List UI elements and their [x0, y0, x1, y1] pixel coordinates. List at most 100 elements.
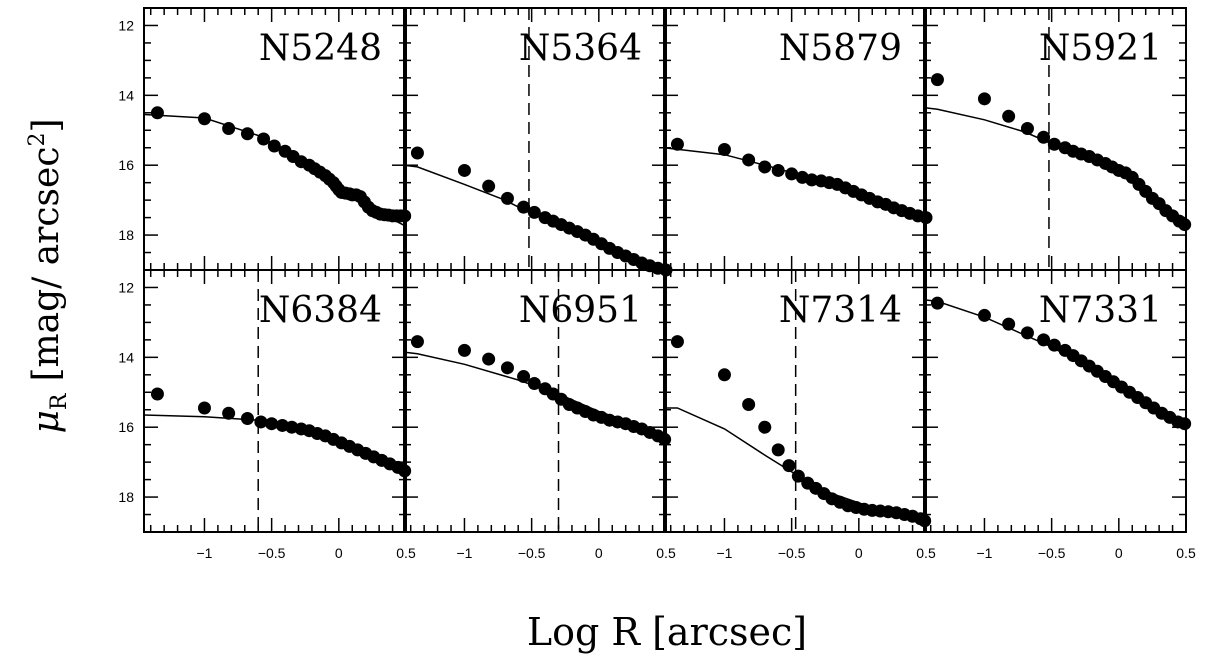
x-tick-label: −0.5 [258, 545, 286, 561]
data-point [222, 122, 236, 136]
panel-n5879: N5879 [663, 7, 933, 271]
data-point [758, 160, 772, 174]
data-point [1037, 333, 1051, 347]
panel-title: N5879 [779, 28, 902, 69]
data-point [482, 352, 496, 366]
data-point [791, 469, 805, 483]
y-tick-label: 18 [118, 489, 134, 505]
data-point [500, 361, 514, 375]
panels-group: 12 14 16 18 N5248 N5364 N5879 N5921 12 14 16 18 −1 −0… [118, 7, 1196, 561]
data-point [222, 406, 236, 420]
data-point [265, 417, 279, 431]
data-point [500, 191, 514, 205]
data-point [150, 387, 164, 401]
data-point [457, 163, 471, 177]
panel-n5364: N5364 [403, 7, 673, 277]
x-tick-label: −1 [976, 545, 992, 561]
panel-n7331: −1 −0.5 0 0.5 N7331 [923, 269, 1196, 561]
panel-frame [143, 269, 407, 533]
data-point [930, 296, 944, 310]
x-tick-label: 0.5 [1176, 545, 1196, 561]
data-point [482, 179, 496, 193]
data-point [1002, 317, 1016, 331]
data-point [257, 132, 271, 146]
data-point [410, 146, 424, 160]
y-axis-unit-superscript: 2 [25, 133, 50, 147]
data-point [517, 370, 531, 384]
y-tick-label: 14 [118, 87, 134, 103]
y-tick-label: 12 [118, 17, 134, 33]
panel-title: N6951 [519, 290, 642, 331]
data-point [670, 137, 684, 151]
data-point [150, 106, 164, 120]
y-tick-label: 12 [118, 279, 134, 295]
data-point [197, 112, 211, 126]
data-point [717, 142, 731, 156]
panel-n6951: −1 −0.5 0 0.5 N6951 [403, 269, 676, 561]
data-point [527, 205, 541, 219]
x-tick-label: 0.5 [396, 545, 416, 561]
data-point [527, 377, 541, 391]
data-point [805, 173, 819, 187]
data-point [977, 308, 991, 322]
data-point [670, 335, 684, 349]
y-tick-label: 18 [118, 227, 134, 243]
data-point [1047, 137, 1061, 151]
panel-title: N7314 [779, 290, 902, 331]
panel-n7314: −1 −0.5 0 0.5 N7314 [663, 269, 936, 561]
data-point [1002, 109, 1016, 123]
y-tick-label: 14 [118, 349, 134, 365]
x-axis-label: Log R [arcsec] [527, 610, 807, 654]
data-point [782, 459, 796, 473]
x-tick-label: 0.5 [916, 545, 936, 561]
data-point [1178, 417, 1192, 431]
panel-title: N5921 [1039, 28, 1162, 69]
x-tick-label: 0 [1115, 545, 1123, 561]
y-tick-label: 16 [118, 157, 134, 173]
y-axis-label: μR [mag/ arcsec2] [25, 118, 72, 433]
data-point [254, 415, 268, 429]
panel-title: N5248 [259, 28, 382, 69]
data-point [1178, 218, 1192, 232]
panel-n5248: 12 14 16 18 N5248 [118, 7, 412, 271]
data-point [742, 153, 756, 167]
panel-n6384: 12 14 16 18 −1 −0.5 0 0.5 N6384 [118, 269, 416, 561]
data-point [1047, 338, 1061, 352]
data-point [771, 443, 785, 457]
x-tick-label: −1 [196, 545, 212, 561]
x-tick-label: −0.5 [1038, 545, 1066, 561]
data-point [785, 167, 799, 181]
x-tick-label: −0.5 [518, 545, 546, 561]
data-point [1020, 122, 1034, 136]
data-point [758, 420, 772, 434]
data-point [240, 127, 254, 141]
data-point [977, 92, 991, 106]
x-tick-label: 0 [595, 545, 603, 561]
data-point [240, 411, 254, 425]
data-point [1020, 326, 1034, 340]
data-point [1037, 130, 1051, 144]
panel-frame [923, 269, 1187, 533]
data-point [771, 163, 785, 177]
data-point [717, 368, 731, 382]
y-axis-unit: [mag/ arcsec [26, 147, 67, 382]
data-point [267, 139, 281, 153]
y-axis-unit-close: ] [26, 118, 67, 132]
y-tick-label: 16 [118, 419, 134, 435]
x-tick-label: 0 [855, 545, 863, 561]
data-point [742, 397, 756, 411]
panel-title: N7331 [1039, 290, 1162, 331]
data-point [930, 73, 944, 87]
panel-frame [403, 269, 667, 533]
y-axis-subscript: R [47, 392, 72, 410]
x-tick-label: −1 [716, 545, 732, 561]
x-tick-label: 0.5 [656, 545, 676, 561]
data-point [410, 335, 424, 349]
panel-title: N5364 [519, 28, 642, 69]
panel-title: N6384 [259, 290, 382, 331]
x-tick-label: −1 [456, 545, 472, 561]
x-tick-label: −0.5 [778, 545, 806, 561]
y-axis-symbol: μ [26, 410, 67, 433]
data-point [457, 343, 471, 357]
